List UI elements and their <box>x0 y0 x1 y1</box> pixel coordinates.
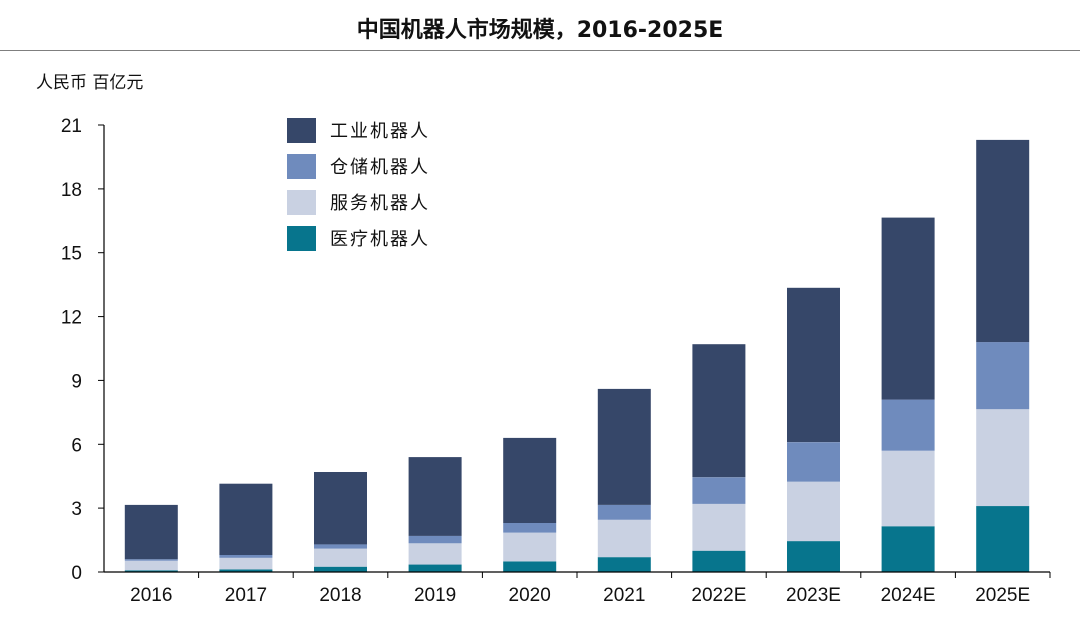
bar-segment <box>881 217 935 400</box>
y-axis-unit-label: 人民币 百亿元 <box>36 73 144 93</box>
x-tick-label: 2019 <box>414 585 456 606</box>
x-tick-label: 2018 <box>319 585 361 606</box>
bar-segment <box>124 570 178 572</box>
y-tick-label: 6 <box>71 435 82 456</box>
x-tick-label: 2017 <box>225 585 267 606</box>
bar-segment <box>597 504 651 520</box>
legend-label: 仓储机器人 <box>330 157 430 178</box>
bar-segment <box>314 472 367 545</box>
bar-segment <box>503 437 557 523</box>
legend-swatch <box>287 153 316 179</box>
bar-segment <box>503 523 557 533</box>
y-tick-label: 21 <box>61 116 82 137</box>
y-tick-label: 12 <box>61 308 82 329</box>
bar-segment <box>597 557 651 572</box>
bar-segment <box>787 442 840 482</box>
bar-segment <box>124 559 178 561</box>
bar-segment <box>408 564 462 572</box>
x-tick-label: 2024E <box>881 585 936 606</box>
x-tick-label: 2020 <box>509 585 551 606</box>
bar-segment <box>219 569 273 572</box>
bar-segment <box>124 504 178 560</box>
bar-segment <box>408 457 462 536</box>
bar-segment <box>692 503 746 551</box>
bar-segment <box>314 544 367 549</box>
bar-segment <box>787 481 840 542</box>
bar-segment <box>503 561 557 572</box>
bar-segment <box>976 409 1030 507</box>
x-tick-label: 2016 <box>130 585 172 606</box>
bar-segment <box>881 526 935 572</box>
legend-swatch <box>287 117 316 143</box>
bar-segment <box>503 532 557 562</box>
legend-item: 仓储机器人 <box>287 148 430 184</box>
y-tick-label: 0 <box>71 563 82 584</box>
legend-item: 医疗机器人 <box>287 220 430 256</box>
bar-segment <box>976 506 1030 572</box>
bar-segment <box>787 287 840 443</box>
bar-segment <box>976 139 1030 343</box>
y-tick-label: 15 <box>61 244 82 265</box>
x-tick-label: 2023E <box>786 585 841 606</box>
bar-segment <box>219 483 273 555</box>
bar-segment <box>314 566 367 572</box>
bar-segment <box>597 388 651 505</box>
bar-segment <box>124 560 178 571</box>
x-tick-label: 2021 <box>603 585 645 606</box>
y-tick-label: 3 <box>71 499 82 520</box>
y-tick-label: 18 <box>61 180 82 201</box>
legend-label: 医疗机器人 <box>330 229 430 250</box>
bar-segment <box>408 535 462 544</box>
bar-segment <box>881 450 935 527</box>
legend-swatch <box>287 189 316 215</box>
chart-legend: 工业机器人仓储机器人服务机器人医疗机器人 <box>287 112 430 256</box>
title-rule <box>0 50 1080 51</box>
bar-segment <box>314 548 367 567</box>
legend-item: 服务机器人 <box>287 184 430 220</box>
legend-label: 工业机器人 <box>330 121 430 142</box>
legend-item: 工业机器人 <box>287 112 430 148</box>
bar-segment <box>408 543 462 565</box>
bar-segment <box>219 557 273 570</box>
bar-segment <box>692 477 746 504</box>
chart-title: 中国机器人市场规模，2016-2025E <box>356 18 724 43</box>
legend-label: 服务机器人 <box>330 193 430 214</box>
bar-segment <box>219 555 273 558</box>
y-tick-label: 9 <box>71 371 82 392</box>
bar-segment <box>597 519 651 558</box>
bar-segment <box>787 541 840 572</box>
bar-segment <box>692 344 746 478</box>
bar-segment <box>976 342 1030 410</box>
x-tick-label: 2025E <box>975 585 1030 606</box>
bar-segment <box>692 550 746 572</box>
x-tick-label: 2022E <box>691 585 746 606</box>
bar-segment <box>881 399 935 451</box>
legend-swatch <box>287 225 316 251</box>
